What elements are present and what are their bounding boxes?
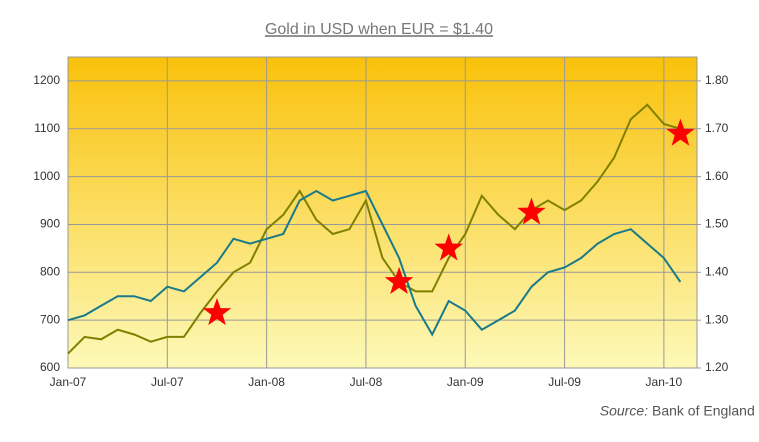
- y-tick-label: 800: [40, 264, 60, 278]
- y-tick-label: 1200: [33, 73, 60, 87]
- x-tick-label: Jan-09: [447, 375, 484, 389]
- source-label: Source:: [600, 403, 648, 419]
- star-marker: [666, 118, 695, 146]
- x-tick-label: Jul-08: [350, 375, 383, 389]
- x-tick-label: Jan-10: [646, 375, 683, 389]
- y2-tick-label: 1.40: [705, 264, 729, 278]
- y-tick-label: 1100: [34, 121, 60, 135]
- star-marker: [517, 197, 546, 225]
- y-tick-label: 900: [40, 217, 60, 231]
- source: Bank of England: [652, 403, 755, 419]
- star-marker: [202, 298, 232, 326]
- line: [67, 189, 682, 337]
- star-marker: [434, 233, 463, 261]
- x-tick-label: Jan-08: [248, 375, 285, 389]
- y2-tick-label: 1.80: [705, 73, 729, 87]
- y2-tick-label: 1.60: [705, 169, 729, 183]
- y-tick-label: 600: [40, 360, 60, 374]
- y2-tick-label: 1.20: [705, 360, 729, 374]
- x-tick-label: Jul-09: [548, 375, 581, 389]
- y2-tick-label: 1.30: [705, 312, 729, 326]
- x-tick-label: Jan-07: [50, 375, 87, 389]
- plot-area: [67, 56, 698, 369]
- y-tick-label: 1000: [33, 169, 60, 183]
- y2-tick-label: 1.50: [705, 217, 729, 231]
- chart-title: Gold in USD when EUR = $1.40: [265, 21, 493, 38]
- star-marker: [384, 266, 414, 294]
- x-tick-label: Jul-07: [151, 375, 184, 389]
- line: [67, 103, 681, 355]
- y2-tick-label: 1.70: [705, 121, 729, 135]
- y-tick-label: 700: [40, 312, 60, 326]
